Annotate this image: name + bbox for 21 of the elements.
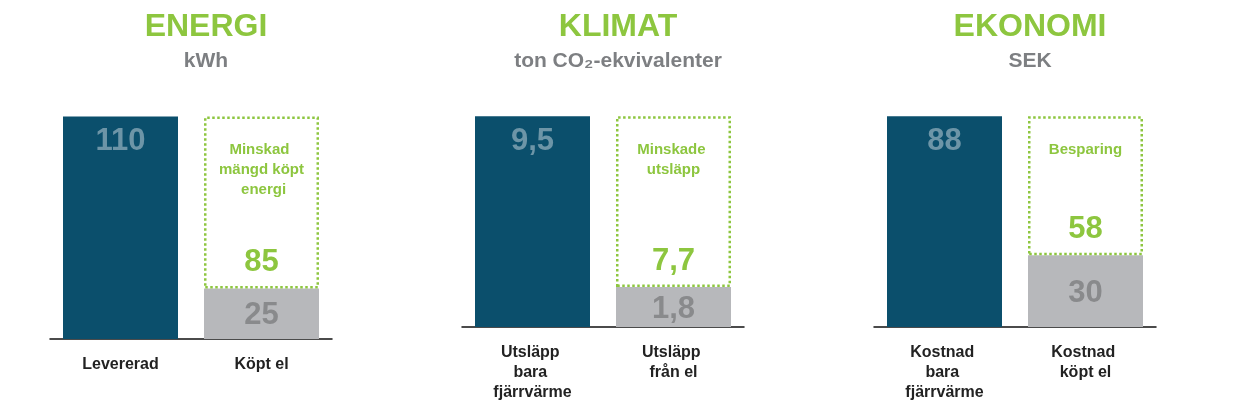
chart-subtitle: SEK — [1008, 48, 1052, 71]
data-label: 9,5 — [510, 122, 555, 158]
x-tick-label: Utsläpp från el — [641, 342, 706, 380]
data-label: 7,7 — [651, 242, 696, 278]
x-tick-label: Kostnad bara fjärrvärme — [905, 342, 984, 400]
series-label: Besparing — [1048, 139, 1123, 157]
series-label: Minskade utsläpp — [637, 139, 710, 177]
x-tick-label: Köpt el — [234, 354, 289, 372]
data-label: 88 — [927, 122, 962, 158]
data-label: 58 — [1068, 210, 1103, 246]
x-tick-label: Kostnad köpt el — [1051, 342, 1120, 380]
chart-title: ENERGI — [144, 7, 268, 43]
chart-subtitle: kWh — [183, 48, 229, 71]
chart-subtitle: ton CO₂-ekvivalenter — [514, 48, 722, 71]
series-label: Minskad mängd köpt energi — [219, 139, 304, 197]
data-label: 85 — [244, 243, 279, 279]
chart-title: KLIMAT — [558, 7, 678, 43]
chart-title: EKONOMI — [953, 7, 1107, 43]
x-tick-label: Levererad — [82, 354, 159, 372]
x-tick-label: Utsläpp bara fjärrvärme — [493, 342, 572, 400]
data-label: 110 — [95, 122, 146, 158]
